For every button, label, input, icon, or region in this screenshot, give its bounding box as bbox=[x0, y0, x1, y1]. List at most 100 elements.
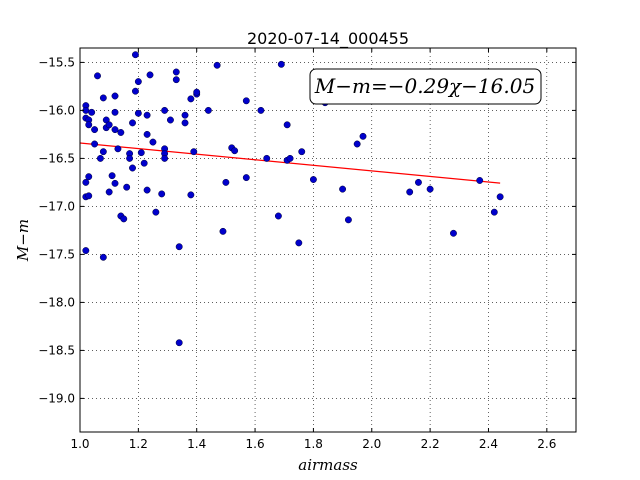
data-point bbox=[88, 108, 96, 116]
data-point bbox=[85, 121, 93, 129]
y-tick-label: −18.0 bbox=[38, 295, 75, 309]
data-point bbox=[111, 108, 119, 116]
y-tick-label: −16.5 bbox=[38, 151, 75, 165]
data-point bbox=[353, 140, 361, 148]
data-point bbox=[140, 159, 148, 167]
data-point bbox=[219, 227, 227, 235]
data-point bbox=[406, 188, 414, 196]
data-point bbox=[476, 177, 484, 184]
data-point bbox=[222, 178, 230, 186]
data-point bbox=[123, 183, 131, 191]
data-point bbox=[85, 173, 93, 181]
data-point bbox=[134, 109, 142, 117]
y-tick-label: −15.5 bbox=[38, 55, 75, 69]
data-point bbox=[108, 172, 116, 180]
data-point bbox=[283, 121, 291, 129]
y-tick-label: −17.5 bbox=[38, 247, 75, 261]
y-tick-label: −16.0 bbox=[38, 103, 75, 117]
data-point bbox=[263, 154, 271, 162]
data-point bbox=[146, 71, 154, 79]
data-point bbox=[450, 229, 457, 237]
data-point bbox=[111, 179, 119, 187]
data-point bbox=[359, 132, 367, 140]
data-point bbox=[172, 76, 180, 84]
data-point bbox=[129, 164, 136, 172]
data-point bbox=[91, 126, 99, 134]
data-point bbox=[129, 119, 136, 127]
data-point bbox=[496, 193, 504, 201]
data-point bbox=[143, 111, 151, 119]
x-tick-label: 2.0 bbox=[362, 437, 381, 451]
data-point bbox=[96, 154, 104, 162]
data-point bbox=[231, 147, 239, 155]
x-tick-labels: 1.0 1.2 1.4 1.6 1.8 2.0 2.2 2.4 2.6 bbox=[70, 437, 556, 451]
data-point bbox=[213, 61, 221, 69]
data-point bbox=[414, 178, 422, 186]
data-point bbox=[175, 339, 183, 347]
data-point bbox=[161, 154, 169, 162]
data-point bbox=[105, 121, 113, 129]
grid bbox=[80, 48, 576, 432]
plot-frame bbox=[79, 47, 577, 433]
data-point bbox=[143, 130, 151, 138]
fit-line bbox=[79, 142, 501, 184]
data-point bbox=[131, 51, 139, 59]
data-point bbox=[120, 215, 128, 223]
data-point bbox=[426, 185, 434, 193]
axis-ticks bbox=[79, 48, 576, 432]
data-point bbox=[257, 106, 265, 114]
data-point bbox=[295, 239, 303, 247]
data-point bbox=[172, 68, 180, 76]
data-point bbox=[134, 78, 142, 86]
data-point bbox=[131, 87, 139, 95]
data-point bbox=[274, 212, 282, 220]
x-axis-label: airmass bbox=[298, 456, 358, 474]
data-point bbox=[187, 191, 195, 199]
x-tick-label: 1.4 bbox=[187, 437, 206, 451]
data-point bbox=[204, 106, 212, 114]
data-point bbox=[152, 208, 160, 216]
data-point bbox=[490, 208, 498, 216]
data-point bbox=[117, 129, 125, 136]
y-axis-label: M−m bbox=[14, 219, 32, 262]
y-tick-label: −18.5 bbox=[38, 343, 75, 357]
data-point bbox=[111, 126, 119, 134]
data-point bbox=[190, 148, 198, 156]
data-point bbox=[298, 148, 306, 156]
data-point bbox=[111, 92, 119, 100]
data-point bbox=[149, 138, 157, 146]
data-point bbox=[175, 243, 183, 251]
data-point bbox=[181, 111, 189, 119]
data-point bbox=[85, 192, 93, 200]
data-point bbox=[193, 88, 201, 96]
data-point bbox=[143, 186, 151, 194]
x-tick-label: 2.6 bbox=[537, 437, 556, 451]
x-tick-label: 1.6 bbox=[246, 437, 265, 451]
data-point bbox=[277, 60, 285, 68]
data-point bbox=[82, 178, 90, 186]
data-point bbox=[166, 116, 174, 124]
data-point bbox=[94, 72, 101, 80]
data-point bbox=[181, 119, 189, 127]
y-tick-label: −17.0 bbox=[38, 199, 75, 213]
data-point bbox=[99, 94, 107, 102]
x-tick-label: 2.4 bbox=[479, 437, 498, 451]
x-tick-label: 1.8 bbox=[304, 437, 323, 451]
data-point bbox=[82, 247, 90, 255]
data-point bbox=[339, 185, 347, 193]
y-tick-label: −19.0 bbox=[38, 391, 75, 405]
data-point bbox=[91, 140, 99, 148]
data-point bbox=[137, 149, 145, 157]
x-tick-label: 1.2 bbox=[129, 437, 148, 451]
data-point bbox=[309, 176, 317, 183]
data-point bbox=[126, 154, 134, 162]
annotation-text: M−m=−0.29χ−16.05 bbox=[314, 74, 535, 98]
data-point bbox=[242, 174, 250, 182]
data-point bbox=[158, 190, 166, 198]
y-tick-labels: −15.5 −16.0 −16.5 −17.0 −17.5 −18.0 −18.5 −19.0 bbox=[38, 55, 75, 405]
data-point bbox=[242, 97, 250, 105]
fit-line-group bbox=[79, 142, 501, 184]
x-tick-label: 2.2 bbox=[421, 437, 440, 451]
data-point bbox=[99, 148, 107, 156]
